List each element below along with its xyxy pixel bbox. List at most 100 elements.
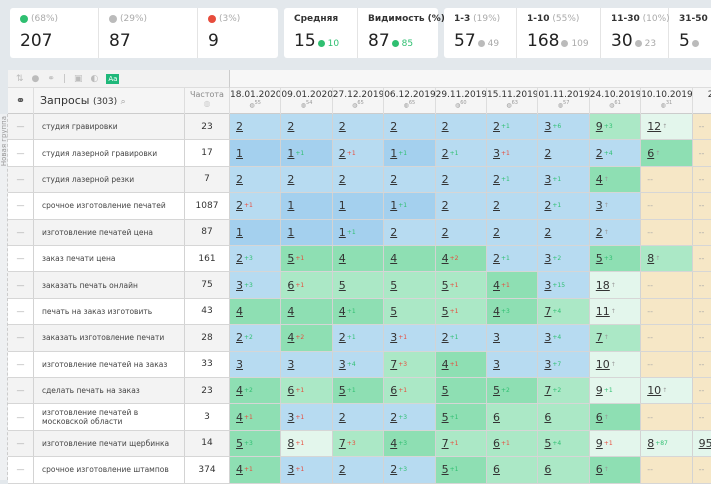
position-cell[interactable]: 1 +1	[384, 193, 436, 219]
query-text[interactable]: заказ печати цена	[34, 246, 185, 272]
position-cell[interactable]: 5	[384, 272, 436, 298]
position-cell[interactable]: 6	[538, 404, 590, 430]
position-cell[interactable]: 2 +2	[230, 325, 282, 351]
query-text[interactable]: изготовление печатей на заказ	[34, 351, 185, 377]
position-cell[interactable]: --	[641, 404, 693, 430]
position-cell[interactable]: 3 +3	[230, 272, 282, 298]
position-cell[interactable]: 2 +1	[230, 193, 282, 219]
position-cell[interactable]: 3 +1	[281, 404, 333, 430]
range-stat[interactable]: 1-3 (19%) 57 49	[444, 8, 517, 58]
position-cell[interactable]: 2 +1	[435, 325, 487, 351]
save-icon[interactable]: ▣	[74, 73, 83, 84]
collapse-icon[interactable]: —	[8, 140, 34, 166]
position-cell[interactable]: 18 ↑	[589, 272, 642, 298]
position-cell[interactable]: 7 +4	[538, 298, 590, 325]
query-text[interactable]: сделать печать на заказ	[34, 378, 185, 404]
position-cell[interactable]: 2 +1	[538, 193, 590, 219]
collapse-icon[interactable]: —	[8, 272, 34, 298]
queries-header[interactable]: Запросы (303) ⌕	[34, 88, 185, 114]
position-cell[interactable]: --	[692, 193, 711, 219]
position-cell[interactable]: --	[641, 193, 693, 219]
position-cell[interactable]: 12 ↑	[641, 114, 693, 140]
position-cell[interactable]: --	[692, 246, 711, 272]
position-cell[interactable]: --	[692, 140, 711, 166]
position-cell[interactable]: 3 +2	[538, 246, 590, 272]
position-cell[interactable]: 4 +2	[281, 325, 333, 351]
position-cell[interactable]: 3 +6	[538, 114, 590, 140]
collapse-icon[interactable]: —	[8, 298, 34, 325]
position-cell[interactable]: 1	[281, 219, 333, 245]
position-cell[interactable]: 6	[538, 457, 590, 483]
down-stat[interactable]: (3%) 9	[198, 8, 278, 58]
position-cell[interactable]: 3	[487, 351, 539, 377]
query-text[interactable]: студия лазерной гравировки	[34, 140, 185, 166]
query-text[interactable]: заказать изготовление печати	[34, 325, 185, 351]
position-cell[interactable]: 1	[230, 140, 282, 166]
position-cell[interactable]: 3 +1	[538, 166, 590, 193]
position-cell[interactable]: 2	[384, 114, 436, 140]
position-cell[interactable]: --	[641, 272, 693, 298]
position-cell[interactable]: 3	[281, 351, 333, 377]
position-cell[interactable]: 6 +1	[487, 430, 539, 457]
position-cell[interactable]: 5 +1	[435, 457, 487, 483]
position-cell[interactable]: 1	[230, 219, 282, 245]
collapse-icon[interactable]: —	[8, 166, 34, 193]
position-cell[interactable]: 3 +1	[487, 140, 539, 166]
position-cell[interactable]: 3 ↑	[589, 193, 642, 219]
date-column-header[interactable]: 01.11.2019 ◍57	[538, 88, 590, 114]
query-text[interactable]: срочное изготовление штампов	[34, 457, 185, 483]
collapse-icon[interactable]: —	[8, 246, 34, 272]
position-cell[interactable]: 3 +15	[538, 272, 590, 298]
contrast-icon[interactable]: ◐	[90, 73, 99, 84]
position-cell[interactable]: 6 ↑	[589, 457, 642, 483]
position-cell[interactable]: 4 +3	[487, 298, 539, 325]
position-cell[interactable]: 7 +2	[538, 378, 590, 404]
position-cell[interactable]: 4 +1	[230, 404, 282, 430]
position-cell[interactable]: 5 +3	[230, 430, 282, 457]
range-stat[interactable]: 1-10 (55%) 168 109	[517, 8, 601, 58]
position-cell[interactable]: 4	[384, 246, 436, 272]
position-cell[interactable]: 10 ↑	[641, 378, 693, 404]
position-cell[interactable]: 5	[384, 298, 436, 325]
position-cell[interactable]: 3 +7	[538, 351, 590, 377]
position-cell[interactable]: 5	[435, 378, 487, 404]
position-cell[interactable]: 1 +1	[281, 140, 333, 166]
position-cell[interactable]: 4 +3	[384, 430, 436, 457]
range-stat[interactable]: 31-50 5	[669, 8, 711, 58]
position-cell[interactable]: 2 +3	[384, 404, 436, 430]
position-cell[interactable]: 4	[332, 246, 385, 272]
position-cell[interactable]: --	[692, 166, 711, 193]
position-cell[interactable]: 6 ↑	[641, 140, 693, 166]
position-cell[interactable]: 5	[332, 272, 385, 298]
position-cell[interactable]: --	[641, 351, 693, 377]
query-text[interactable]: изготовление печатей в московской област…	[34, 404, 185, 430]
position-cell[interactable]: 95	[692, 430, 711, 457]
frequency-header[interactable]: Частота ◍	[185, 88, 230, 114]
collapse-icon[interactable]: —	[8, 404, 34, 430]
position-cell[interactable]: 5 +1	[435, 404, 487, 430]
position-cell[interactable]: 2	[538, 219, 590, 245]
date-column-header[interactable]: 06.12.2019 ◍65	[384, 88, 436, 114]
position-cell[interactable]: 3 +4	[332, 351, 385, 377]
position-cell[interactable]: 3 +4	[538, 325, 590, 351]
position-cell[interactable]: 7 ↑	[589, 325, 642, 351]
query-text[interactable]: заказать печать онлайн	[34, 272, 185, 298]
collapse-icon[interactable]: —	[8, 457, 34, 483]
date-column-header[interactable]: 26.0◍	[693, 88, 711, 114]
position-cell[interactable]: 4 +2	[435, 246, 487, 272]
position-cell[interactable]: 4 +1	[230, 457, 282, 483]
group-strip[interactable]: Новая группа	[0, 114, 8, 480]
position-cell[interactable]: 10 ↑	[589, 351, 642, 377]
position-cell[interactable]: 9 +3	[589, 114, 642, 140]
position-cell[interactable]: --	[641, 457, 693, 483]
query-text[interactable]: студия гравировки	[34, 114, 185, 140]
link-column-icon[interactable]: ⚭	[8, 88, 34, 114]
position-cell[interactable]: 6 +1	[281, 378, 333, 404]
position-cell[interactable]: 4	[230, 298, 282, 325]
position-cell[interactable]: 6	[487, 457, 539, 483]
position-cell[interactable]: 2 +1	[332, 325, 385, 351]
same-stat[interactable]: (29%) 87	[99, 8, 198, 58]
position-cell[interactable]: 2	[230, 114, 282, 140]
position-cell[interactable]: 2 +4	[589, 140, 642, 166]
position-cell[interactable]: 2	[435, 166, 487, 193]
